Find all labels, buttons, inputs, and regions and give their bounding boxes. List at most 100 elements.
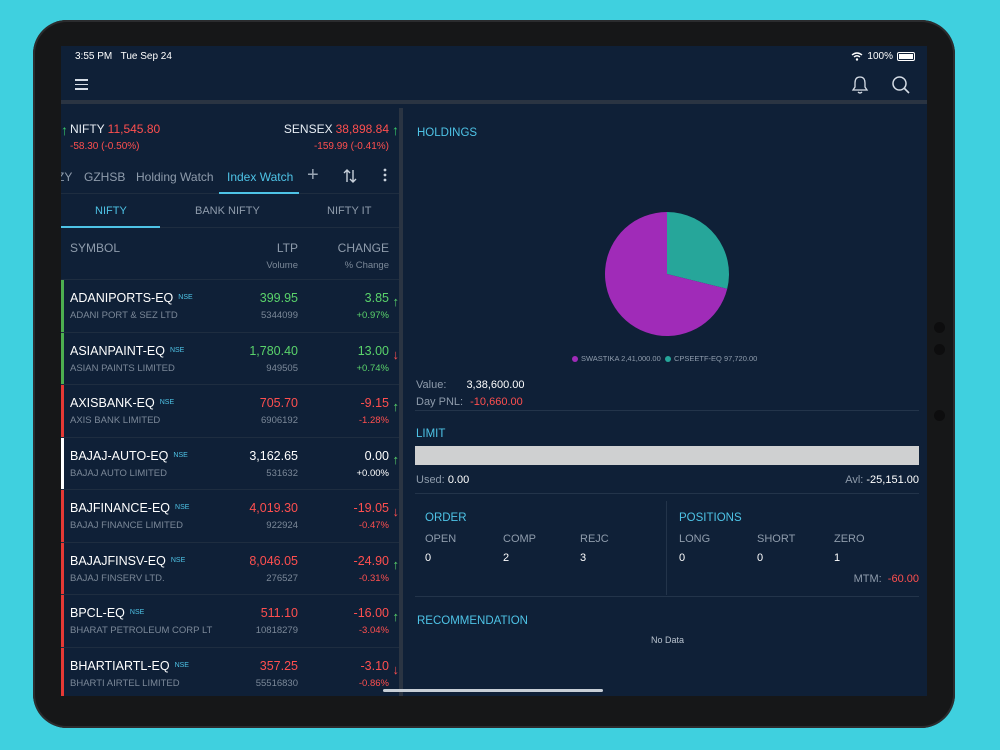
mtm-value: -60.00 [887, 573, 919, 585]
device-camera-dot [934, 410, 945, 421]
subtab-bank-nifty[interactable]: BANK NIFTY [195, 205, 260, 217]
row-volume: 922924 [266, 520, 298, 531]
column-change[interactable]: CHANGE [337, 241, 389, 255]
trend-bar [61, 437, 64, 489]
row-symbol: BAJFINANCE-EQ NSE [70, 501, 190, 515]
up-arrow-icon: ↑ [392, 451, 400, 467]
index-subtabs: NIFTY BANK NIFTY NIFTY IT [61, 194, 399, 228]
row-company: ADANI PORT & SEZ LTD [70, 310, 178, 321]
row-symbol: AXISBANK-EQ NSE [70, 396, 175, 410]
index-ticker: ↑ NIFTY 11,545.80 -58.30 (-0.50%) SENSEX 3… [61, 108, 399, 158]
subtab-nifty[interactable]: NIFTY [95, 205, 127, 217]
row-change: 3.85 [364, 291, 389, 305]
exchange-tag: NSE [175, 504, 190, 511]
holdings-pie-chart [605, 212, 729, 336]
app-screen: 3:55 PM Tue Sep 24 100% ↑ NIFTY 11,545.80… [61, 46, 927, 696]
limit-avl-value: -25,151.00 [866, 474, 919, 486]
row-symbol: BAJAJFINSV-EQ NSE [70, 553, 186, 568]
row-pct-change: +0.74% [356, 362, 390, 374]
exchange-tag: NSE [170, 556, 186, 564]
row-pct-change: -0.86% [358, 677, 389, 689]
table-row[interactable]: ADANIPORTS-EQ NSE ADANI PORT & SEZ LTD 399.… [61, 280, 399, 333]
positions-short-label: SHORT [757, 533, 796, 545]
tab-gzhsb[interactable]: GZHSB [84, 170, 126, 184]
index-name: NIFTY [70, 122, 105, 136]
row-company: BAJAJ FINANCE LIMITED [70, 520, 183, 531]
trend-bar [61, 280, 64, 332]
subtab-nifty-it[interactable]: NIFTY IT [327, 205, 372, 217]
order-open-value: 0 [425, 552, 432, 564]
row-ltp: 3,162.65 [249, 448, 298, 463]
positions-long-label: LONG [679, 533, 711, 545]
row-company: BHARAT PETROLEUM CORP LT [70, 625, 213, 636]
trend-bar [61, 332, 64, 384]
dashboard-pane: HOLDINGS SWASTIKA 2,41,000.00 CPSEETF-EQ… [407, 108, 927, 696]
order-comp-value: 2 [503, 552, 510, 564]
table-row[interactable]: BPCL-EQ NSE BHARAT PETROLEUM CORP LT 511.10… [61, 595, 399, 648]
row-volume: 6906192 [261, 415, 298, 426]
more-options-icon[interactable] [383, 168, 387, 182]
search-icon[interactable] [891, 75, 911, 95]
row-volume: 276527 [266, 572, 298, 584]
up-arrow-icon: ↑ [392, 294, 400, 309]
limit-available: Avl: -25,151.00 [845, 474, 919, 486]
add-watchlist-icon[interactable]: + [307, 164, 319, 186]
tab-holding-watch[interactable]: Holding Watch [136, 170, 214, 184]
index-name: SENSEX [283, 122, 333, 136]
row-ltp: 8,046.05 [249, 553, 298, 568]
table-header: SYMBOL LTP Volume CHANGE % Change [61, 228, 399, 280]
positions-title[interactable]: POSITIONS [679, 512, 742, 524]
table-row[interactable]: BAJFINANCE-EQ NSE BAJAJ FINANCE LIMITED 4,0… [61, 490, 399, 543]
day-pnl-value: -10,660.00 [470, 396, 523, 408]
menu-icon[interactable] [75, 79, 88, 93]
row-volume: 5344099 [261, 310, 298, 321]
table-row[interactable]: BHARTIARTL-EQ NSE BHARTI AIRTEL LIMITED 357… [61, 647, 400, 696]
order-rejc-value: 3 [580, 552, 587, 564]
pie-slice-cpseetf-eq[interactable] [667, 212, 729, 289]
holdings-value-label: Value: [416, 379, 447, 391]
row-volume: 55516830 [255, 677, 298, 689]
app-bar [61, 68, 927, 104]
table-row[interactable]: BAJAJ-AUTO-EQ NSE BAJAJ AUTO LIMITED 3,162.… [61, 437, 400, 490]
row-ltp: 511.10 [260, 606, 298, 620]
order-title[interactable]: ORDER [425, 512, 467, 524]
row-pct-change: -0.47% [358, 520, 389, 531]
row-symbol: ASIANPAINT-EQ NSE [70, 343, 185, 358]
down-arrow-icon: ↓ [392, 661, 400, 677]
row-change: -9.15 [360, 396, 390, 410]
index-nifty[interactable]: NIFTY 11,545.80 -58.30 (-0.50%) [70, 122, 160, 152]
divider [415, 493, 919, 494]
row-company: AXIS BANK LIMITED [70, 415, 161, 426]
order-comp-label: COMP [503, 533, 536, 545]
tab-index-watch[interactable]: Index Watch [227, 170, 294, 184]
home-indicator[interactable] [383, 689, 603, 692]
battery-icon [897, 52, 915, 61]
bell-icon[interactable] [851, 75, 869, 95]
table-row[interactable]: BAJAJFINSV-EQ NSE BAJAJ FINSERV LTD. 8,046.… [61, 542, 400, 595]
row-change: -16.00 [353, 606, 389, 620]
limit-avl-label: Avl: [845, 474, 864, 486]
row-volume: 10818279 [255, 625, 298, 636]
table-row[interactable]: ASIANPAINT-EQ NSE ASIAN PAINTS LIMITED 1,78… [61, 332, 399, 385]
tab-zy[interactable]: ZY [61, 170, 73, 184]
index-sensex[interactable]: SENSEX 38,898.84 -159.99 (-0.41%) [284, 122, 389, 152]
exchange-tag: NSE [178, 294, 193, 301]
column-ltp[interactable]: LTP [276, 241, 298, 255]
status-bar: 3:55 PM Tue Sep 24 100% [61, 46, 927, 68]
mtm-label: MTM: [853, 573, 882, 585]
battery-percent: 100% [867, 51, 893, 62]
exchange-tag: NSE [169, 346, 185, 354]
exchange-tag: NSE [174, 661, 189, 669]
legend-item: SWASTIKA 2,41,000.00 [581, 354, 661, 363]
pie-slice-swastika[interactable] [605, 212, 728, 336]
table-row[interactable]: AXISBANK-EQ NSE AXIS BANK LIMITED 705.70 690… [61, 385, 399, 438]
limit-used: Used: 0.00 [416, 474, 469, 486]
up-arrow-icon: ↑ [392, 556, 400, 572]
holdings-value: 3,38,600.00 [466, 379, 525, 391]
watchlist-rows: ADANIPORTS-EQ NSE ADANI PORT & SEZ LTD 399.… [61, 280, 399, 696]
sort-icon[interactable] [343, 168, 357, 184]
down-arrow-icon: ↓ [392, 504, 400, 519]
trend-bar [61, 490, 64, 542]
row-change: -3.10 [360, 658, 390, 673]
column-symbol[interactable]: SYMBOL [70, 241, 121, 255]
